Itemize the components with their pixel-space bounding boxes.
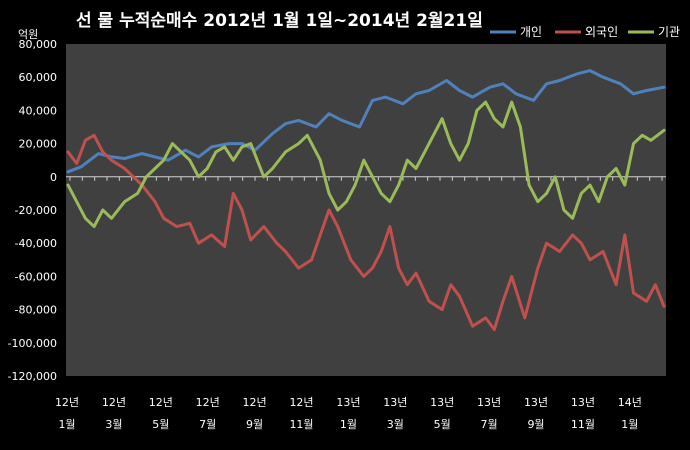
series-line-2 (66, 100, 666, 229)
legend-label: 개인 (520, 25, 542, 39)
series-line-0 (66, 69, 666, 174)
y-tick-label: 40,000 (19, 104, 58, 117)
y-tick-label: -20,000 (15, 204, 57, 217)
x-tick-year: 12년 (149, 396, 173, 409)
x-tick-month: 3월 (387, 418, 404, 431)
x-tick-year: 13년 (477, 396, 501, 409)
series-lines (66, 69, 666, 331)
x-tick-year: 13년 (383, 396, 407, 409)
x-tick-month: 11월 (289, 418, 313, 431)
y-tick-label: -100,000 (8, 337, 57, 350)
chart-title: 선 물 누적순매수 2012년 1월 1일~2014년 2월21일 (76, 11, 483, 31)
x-tick-year: 12년 (196, 396, 220, 409)
y-tick-label: 80,000 (19, 38, 58, 51)
x-tick-month: 9월 (527, 418, 544, 431)
legend-label: 외국인 (585, 25, 618, 39)
x-tick-month: 7월 (481, 418, 498, 431)
y-tick-label: 60,000 (19, 71, 58, 84)
x-tick-year: 13년 (430, 396, 454, 409)
x-tick-month: 5월 (152, 418, 169, 431)
x-tick-year: 13년 (524, 396, 548, 409)
x-tick-month: 11월 (571, 418, 595, 431)
x-tick-year: 13년 (336, 396, 360, 409)
series-line-1 (66, 133, 666, 331)
x-tick-month: 1월 (58, 418, 75, 431)
y-axis: 80,000 60,000 40,000 20,000 0 -20,000 -40,000 -… (8, 38, 57, 383)
x-tick-month: 5월 (434, 418, 451, 431)
y-tick-label: 0 (50, 171, 57, 184)
y-tick-label: 20,000 (19, 138, 58, 151)
x-tick-month: 7월 (199, 418, 216, 431)
x-tick-month: 3월 (105, 418, 122, 431)
x-tick-year: 14년 (618, 396, 642, 409)
legend-label: 기관 (658, 25, 680, 39)
y-tick-label: -120,000 (8, 370, 57, 383)
x-tick-year: 12년 (289, 396, 313, 409)
y-tick-label: -40,000 (15, 237, 57, 250)
x-tick-year: 12년 (102, 396, 126, 409)
x-axis: 12년 1월 12년 3월 12년 5월 12년 7월 12년 9월 12년 11월 13년 1월 13년 3… (55, 396, 642, 431)
y-unit-label: 억원 (18, 28, 38, 41)
x-tick-year: 13년 (571, 396, 595, 409)
x-tick-month: 1월 (621, 418, 638, 431)
y-tick-label: -80,000 (15, 304, 57, 317)
zero-axis (66, 176, 666, 181)
x-tick-year: 12년 (243, 396, 267, 409)
x-tick-month: 9월 (246, 418, 263, 431)
x-tick-month: 1월 (340, 418, 357, 431)
x-tick-year: 12년 (55, 396, 79, 409)
legend: 개인 외국인 기관 (490, 25, 680, 39)
y-tick-label: -60,000 (15, 270, 57, 283)
